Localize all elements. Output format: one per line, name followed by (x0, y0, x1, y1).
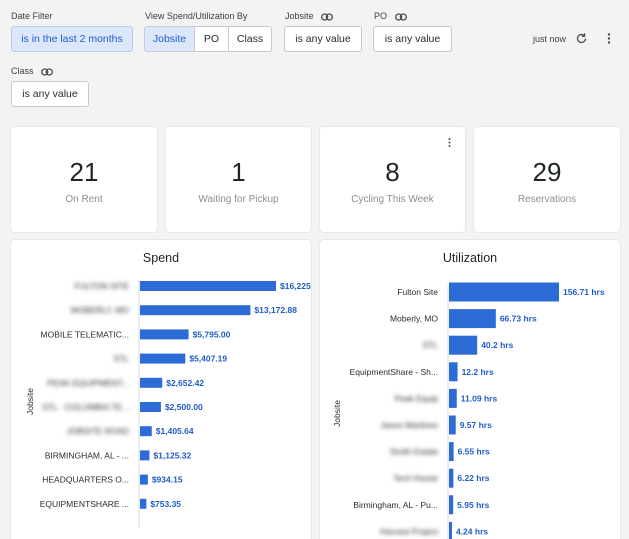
view-by-class-button[interactable]: Class (236, 33, 264, 45)
utilization-category-label: EquipmentShare - Sh... (350, 367, 438, 377)
spend-value-label: $753.35 (150, 499, 181, 509)
utilization-value-label: 11.09 hrs (461, 393, 498, 403)
utilization-bar[interactable] (449, 309, 496, 329)
utilization-value-label: 66.73 hrs (500, 314, 537, 324)
spend-bar-chart: $16,225 FULTON SITE $13,172.88 MOBERLY, MO $… (40, 280, 311, 528)
view-by-toggle: Jobsite PO Class (144, 26, 272, 52)
spend-value-label: $16,225 (280, 281, 311, 291)
utilization-bar-chart: 156.71 hrs Fulton Site 66.73 hrs Moberly, M… (350, 282, 605, 539)
utilization-chart-title: Utilization (442, 251, 498, 265)
last-updated-status: just now (533, 34, 567, 44)
more-options-icon[interactable] (606, 32, 612, 45)
link-icon[interactable] (394, 12, 407, 21)
po-filter-chip[interactable]: is any value (373, 26, 452, 52)
utilization-category-label: Smith Estate (390, 447, 438, 457)
utilization-category-label: Harvest Project (380, 526, 439, 536)
spend-bar[interactable] (140, 498, 147, 509)
utilization-category-label: Birmingham, AL - Pu... (353, 500, 438, 510)
spend-value-label: $13,172.88 (254, 305, 297, 315)
spend-category-label: HEADQUARTERS O... (42, 475, 129, 485)
spend-value-label: $2,652.42 (166, 378, 204, 388)
spend-bar[interactable] (140, 426, 152, 437)
utilization-bar[interactable] (449, 442, 454, 462)
tile-menu-icon[interactable] (447, 137, 452, 148)
jobsite-filter-label: Jobsite (285, 11, 333, 21)
kpi-card-reservations: 29 Reservations (474, 127, 620, 232)
class-filter-chip[interactable]: is any value (11, 81, 89, 107)
view-by-jobsite-button[interactable]: Jobsite (145, 27, 195, 51)
utilization-value-label: 9.57 hrs (460, 420, 492, 430)
utilization-chart-panel: Utilization Jobsite 156.71 hrs Fulton Sit… (320, 240, 620, 539)
spend-value-label: $2,500.00 (165, 402, 203, 412)
link-icon[interactable] (41, 67, 53, 76)
kpi-value: 1 (231, 157, 246, 187)
utilization-value-label: 6.55 hrs (458, 447, 490, 457)
utilization-value-label: 156.71 hrs (563, 287, 605, 297)
utilization-bar[interactable] (449, 415, 456, 435)
utilization-bar[interactable] (449, 521, 452, 539)
date-filter-chip[interactable]: is in the last 2 months (11, 26, 133, 52)
kpi-value: 21 (69, 157, 99, 187)
kpi-card-on-rent: 21 On Rent (11, 127, 157, 232)
utilization-category-label: Tech House (393, 473, 438, 483)
spend-value-label: $1,405.64 (156, 426, 194, 436)
spend-category-label: STL (113, 354, 129, 364)
spend-category-label: JOBSITE ROAD (67, 426, 129, 436)
utilization-bar[interactable] (449, 362, 458, 382)
spend-category-label: FULTON SITE (75, 281, 130, 291)
utilization-bar[interactable] (449, 495, 454, 515)
po-filter-label: PO (374, 11, 407, 21)
utilization-bar[interactable] (449, 388, 457, 408)
kpi-value: 8 (385, 157, 400, 187)
utilization-category-label: Peak Equip (395, 393, 439, 403)
utilization-category-label: Fulton Site (397, 287, 438, 297)
link-icon[interactable] (321, 12, 333, 21)
kpi-card-cycling-this-week: 8 Cycling This Week (320, 127, 465, 232)
kpi-label: Cycling This Week (351, 194, 434, 205)
utilization-value-label: 40.2 hrs (481, 340, 513, 350)
spend-chart-title: Spend (142, 251, 180, 265)
kpi-label: Reservations (517, 194, 577, 205)
spend-category-label: EQUIPMENTSHARE ... (40, 499, 129, 509)
spend-bar[interactable] (140, 377, 163, 388)
utilization-category-label: STL (422, 340, 438, 350)
date-filter-label: Date Filter (11, 11, 53, 21)
kpi-label: Waiting for Pickup (198, 194, 279, 205)
spend-category-label: STL - COLUMBIA TE... (42, 402, 129, 412)
spend-value-label: $934.15 (152, 475, 183, 485)
spend-category-label: MOBILE TELEMATIC... (41, 329, 129, 339)
spend-value-label: $5,407.19 (189, 354, 227, 364)
refresh-icon[interactable] (575, 32, 588, 45)
spend-bar[interactable] (140, 329, 189, 340)
spend-bar[interactable] (140, 450, 150, 461)
spend-value-label: $5,795.00 (193, 329, 231, 339)
kpi-label: On Rent (65, 194, 103, 205)
spend-category-label: MOBERLY, MO (71, 305, 130, 315)
kpi-card-waiting-for-pickup: 1 Waiting for Pickup (166, 127, 311, 232)
spend-category-label: BIRMINGHAM, AL - ... (45, 450, 129, 460)
utilization-bar[interactable] (449, 282, 559, 302)
spend-bar[interactable] (140, 281, 276, 291)
spend-bar[interactable] (140, 474, 148, 485)
spend-bar[interactable] (140, 353, 186, 364)
utilization-bar[interactable] (449, 335, 478, 355)
utilization-value-label: 12.2 hrs (462, 367, 494, 377)
spend-value-label: $1,125.32 (153, 450, 191, 460)
utilization-value-label: 5.95 hrs (457, 500, 489, 510)
kpi-value: 29 (532, 157, 562, 187)
jobsite-filter-chip[interactable]: is any value (284, 26, 362, 52)
utilization-category-label: Moberly, MO (390, 314, 438, 324)
utilization-category-label: Jason Martinez (380, 420, 438, 430)
spend-chart-panel: Spend Jobsite $16,225 FULTON SITE $13,172.… (11, 240, 311, 539)
utilization-value-label: 4.24 hrs (456, 526, 488, 536)
view-by-po-button[interactable]: PO (195, 27, 229, 51)
view-by-label: View Spend/Utilization By (145, 11, 248, 21)
utilization-value-label: 6.22 hrs (457, 473, 489, 483)
spend-bar[interactable] (140, 305, 251, 316)
spend-category-label: PEAK EQUIPMENT... (47, 378, 129, 388)
class-filter-label: Class (11, 66, 53, 76)
spend-bar[interactable] (140, 402, 161, 412)
utilization-bar[interactable] (449, 468, 454, 488)
